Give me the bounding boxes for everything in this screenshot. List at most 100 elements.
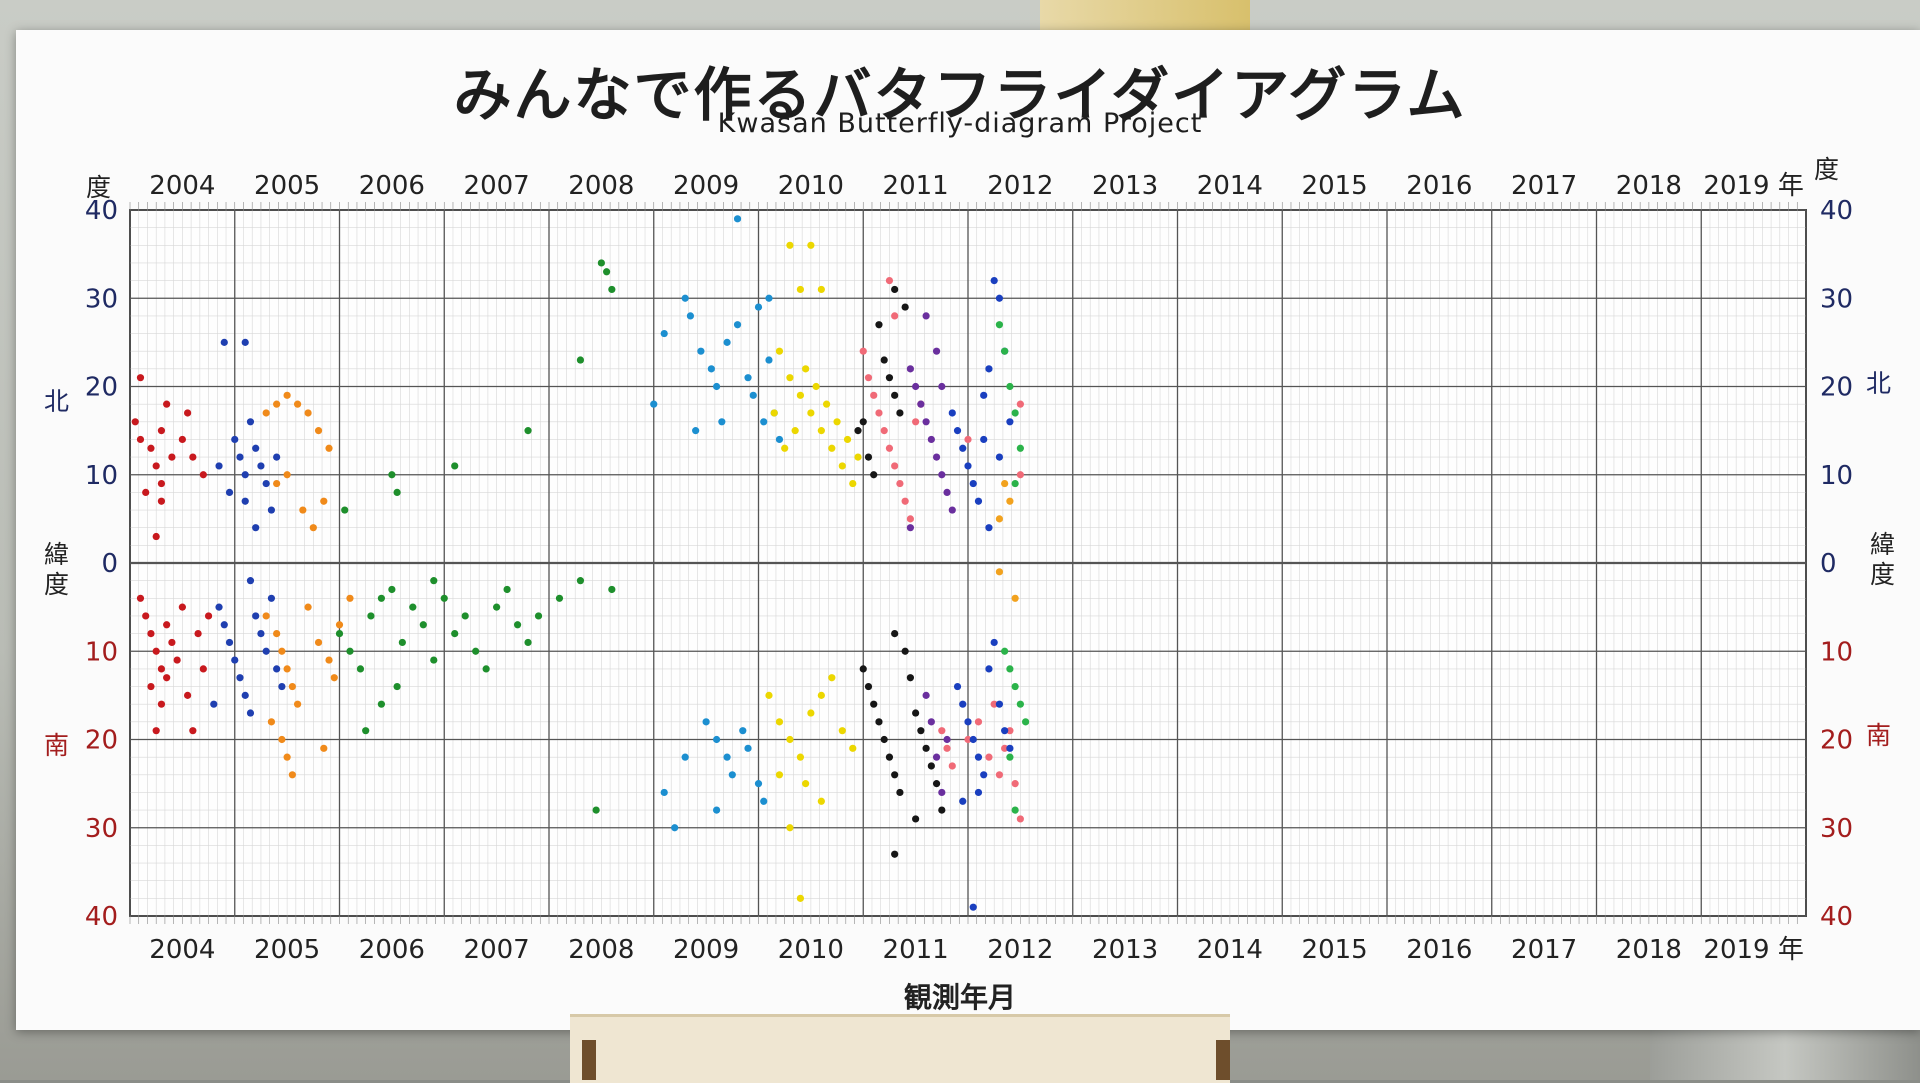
data-point [754, 303, 763, 311]
y-tick-label-right: 40 [1820, 902, 1853, 932]
data-point [314, 427, 323, 435]
data-point [896, 409, 904, 417]
data-point [178, 603, 186, 611]
data-point [875, 718, 883, 726]
data-point [356, 665, 365, 673]
data-point [807, 709, 815, 717]
data-point [749, 391, 757, 399]
data-point [1001, 647, 1009, 655]
data-point [131, 418, 139, 426]
data-point [393, 682, 401, 691]
data-point [880, 356, 888, 364]
data-point [980, 435, 988, 444]
data-point [770, 409, 778, 417]
x-tick-label-bottom: 2019 年 [1703, 935, 1803, 965]
data-point [786, 374, 794, 382]
data-point [1011, 806, 1019, 814]
data-point [157, 479, 166, 488]
data-point [891, 312, 899, 320]
data-point [1006, 497, 1014, 505]
data-point [608, 285, 616, 294]
latitude-label-right: 緯度 [1870, 530, 1896, 589]
data-point [252, 612, 260, 620]
x-tick-label-top: 2017 [1511, 171, 1577, 201]
data-point [896, 479, 904, 488]
data-point [817, 797, 825, 805]
y-tick-label-left: 40 [85, 902, 118, 932]
data-point [765, 356, 773, 364]
data-point [1016, 444, 1024, 452]
data-point [781, 444, 789, 452]
data-point [959, 797, 967, 805]
data-point [938, 382, 946, 391]
data-point [891, 285, 899, 294]
north-label-right: 北 [1866, 369, 1892, 398]
data-point [451, 462, 459, 470]
south-label-left: 南 [44, 731, 70, 760]
x-tick-label-top: 2012 [987, 171, 1053, 201]
y-tick-label-right: 20 [1820, 726, 1853, 756]
data-point [796, 894, 805, 902]
x-tick-label-bottom: 2012 [987, 935, 1053, 965]
data-point [843, 435, 852, 444]
data-point [393, 488, 401, 496]
data-point [1006, 418, 1014, 426]
data-point [880, 735, 888, 744]
data-point [278, 735, 286, 744]
data-point [199, 665, 207, 673]
data-point [964, 718, 972, 726]
y-tick-label-left: 30 [85, 814, 118, 844]
data-point [870, 700, 878, 708]
data-point [482, 665, 490, 673]
data-point [791, 427, 799, 435]
data-point [325, 656, 333, 664]
data-point [959, 700, 967, 708]
data-point [1016, 700, 1024, 708]
x-tick-label-top: 2015 [1302, 171, 1368, 201]
data-point [241, 691, 249, 699]
data-point [650, 400, 658, 408]
data-point [995, 294, 1004, 302]
data-point [152, 647, 160, 655]
data-point [912, 418, 920, 426]
data-point [817, 427, 825, 435]
data-point [969, 479, 977, 488]
x-tick-label-top: 2018 [1616, 171, 1682, 201]
easel-leg-right [1216, 1040, 1230, 1080]
easel-bar [570, 1014, 1230, 1083]
data-point [733, 215, 742, 223]
data-point [796, 753, 805, 761]
data-point [1016, 471, 1024, 479]
data-point [1011, 594, 1019, 602]
data-point [713, 806, 721, 814]
data-point [189, 727, 197, 735]
y-tick-label-left: 30 [85, 284, 118, 314]
shelf-object [1040, 0, 1250, 34]
data-point [346, 594, 354, 602]
data-point [398, 638, 406, 647]
data-point [864, 682, 873, 691]
data-point [932, 753, 941, 761]
y-tick-label-left: 40 [85, 196, 118, 226]
data-point [775, 771, 784, 779]
data-point [864, 374, 873, 382]
data-point [885, 753, 894, 761]
y-tick-label-right: 0 [1820, 549, 1837, 579]
data-point [1001, 479, 1009, 488]
data-point [1006, 382, 1014, 391]
x-tick-label-top: 2006 [359, 171, 425, 201]
x-tick-label-bottom: 2004 [149, 935, 215, 965]
data-point [901, 303, 909, 311]
data-point [990, 277, 998, 285]
data-point [283, 753, 291, 761]
data-point [136, 594, 145, 602]
data-point [723, 338, 731, 346]
data-point [723, 753, 731, 761]
data-point [870, 471, 878, 479]
north-label-left: 北 [44, 387, 70, 416]
data-point [912, 815, 920, 823]
data-point [199, 471, 207, 479]
data-point [252, 524, 260, 532]
data-point [320, 497, 328, 505]
data-point [786, 735, 794, 744]
